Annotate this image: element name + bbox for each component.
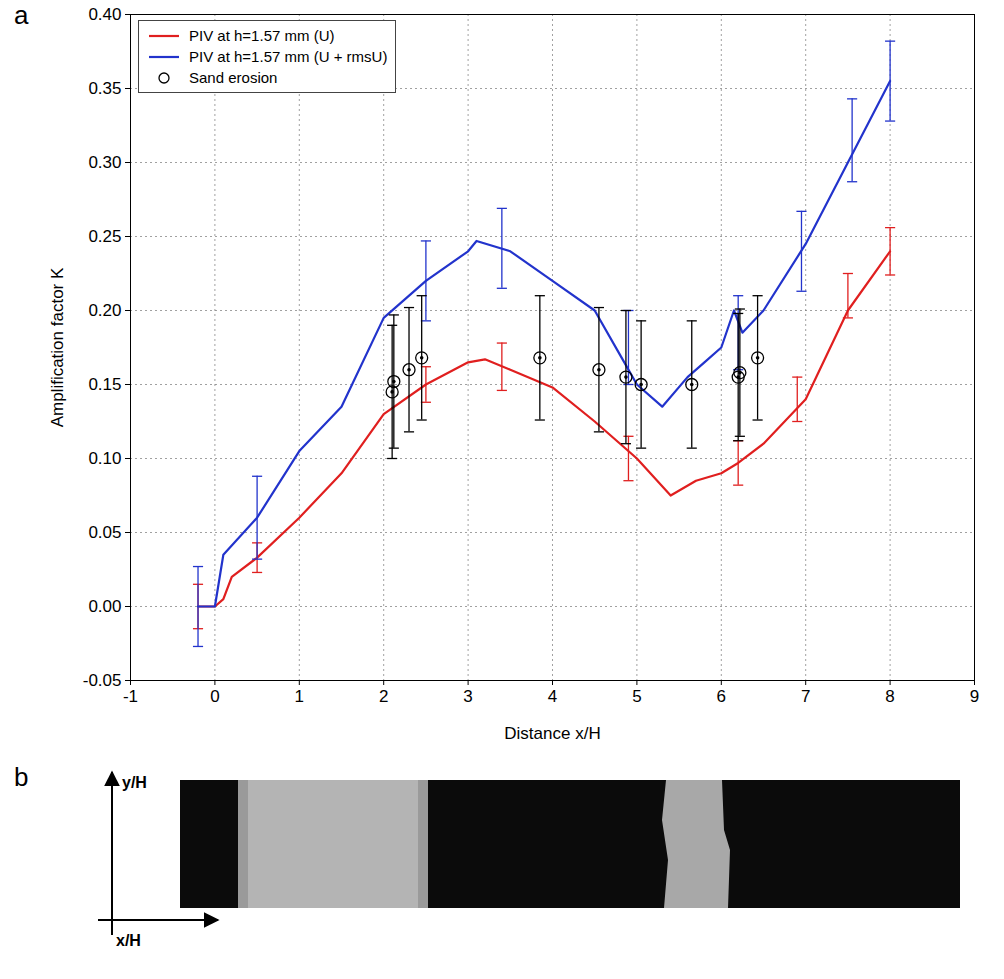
html-text:PIV at h=1.57 mm (U + rmsU): PIV at h=1.57 mm (U + rmsU) — [189, 48, 388, 65]
svg-text:Distance x/H: Distance x/H — [504, 724, 600, 743]
svg-text:0.00: 0.00 — [88, 597, 121, 616]
svg-text:-0.05: -0.05 — [83, 671, 122, 690]
svg-text:b: b — [14, 762, 28, 792]
svg-text:-1: -1 — [123, 687, 138, 706]
svg-text:0.30: 0.30 — [88, 153, 121, 172]
svg-text:0.10: 0.10 — [88, 449, 121, 468]
html-text:Sand erosion: Sand erosion — [189, 69, 278, 86]
html-text:PIV at h=1.57 mm (U): PIV at h=1.57 mm (U) — [189, 27, 335, 44]
svg-text:6: 6 — [717, 687, 726, 706]
svg-text:Amplification factor K: Amplification factor K — [48, 267, 67, 427]
svg-text:8: 8 — [885, 687, 894, 706]
svg-text:4: 4 — [548, 687, 557, 706]
svg-text:y/H: y/H — [122, 774, 147, 791]
svg-text:0: 0 — [210, 687, 219, 706]
svg-text:0.35: 0.35 — [88, 79, 121, 98]
svg-text:0.40: 0.40 — [88, 5, 121, 24]
svg-text:0.25: 0.25 — [88, 227, 121, 246]
svg-text:0.20: 0.20 — [88, 301, 121, 320]
html-text:a: a — [14, 0, 29, 30]
svg-text:9: 9 — [970, 687, 979, 706]
svg-text:0.05: 0.05 — [88, 523, 121, 542]
svg-text:0.15: 0.15 — [88, 375, 121, 394]
svg-text:5: 5 — [632, 687, 641, 706]
svg-text:7: 7 — [801, 687, 810, 706]
svg-text:2: 2 — [379, 687, 388, 706]
svg-text:x/H: x/H — [116, 932, 141, 949]
svg-text:1: 1 — [295, 687, 304, 706]
svg-text:3: 3 — [463, 687, 472, 706]
